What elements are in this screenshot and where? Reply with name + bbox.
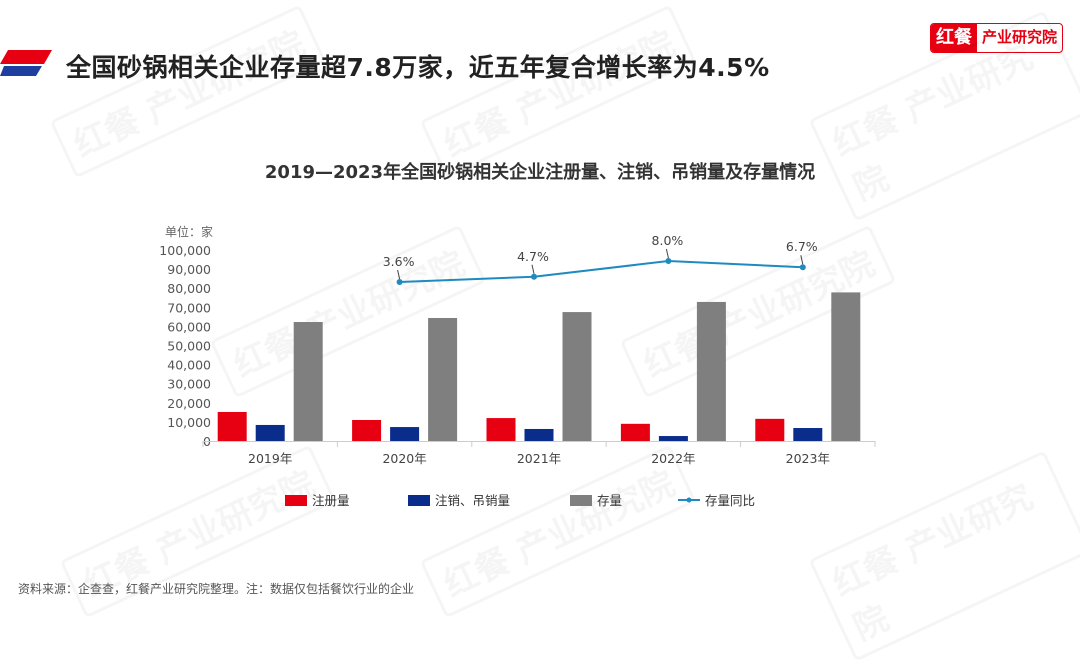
y-tick-label: 30,000 xyxy=(167,377,211,392)
data-label-leader xyxy=(665,248,669,259)
bar-注册量 xyxy=(352,419,382,441)
bar-注销、吊销量 xyxy=(524,428,554,441)
y-tick-label: 10,000 xyxy=(167,415,211,430)
line-point xyxy=(799,264,806,271)
y-tick-label: 40,000 xyxy=(167,358,211,373)
y-tick-label: 70,000 xyxy=(167,300,211,315)
data-label-leader xyxy=(397,269,401,280)
legend-swatch xyxy=(285,495,307,506)
bar-注册量 xyxy=(755,418,785,441)
y-tick-label: 20,000 xyxy=(167,396,211,411)
bar-注销、吊销量 xyxy=(390,427,420,441)
line-data-label: 8.0% xyxy=(652,233,684,248)
bar-存量 xyxy=(293,322,323,441)
bar-存量 xyxy=(831,292,861,441)
bar-注销、吊销量 xyxy=(793,428,823,441)
data-label-leader xyxy=(531,264,535,274)
legend-swatch xyxy=(570,495,592,506)
bar-注册量 xyxy=(620,423,650,441)
bar-注销、吊销量 xyxy=(658,436,688,441)
chart-title: 2019—2023年全国砂锅相关企业注册量、注销、吊销量及存量情况 xyxy=(264,162,816,183)
title-flag-icon xyxy=(0,50,52,76)
legend-label: 存量同比 xyxy=(705,493,755,508)
legend-line-marker xyxy=(686,497,692,503)
bar-注销、吊销量 xyxy=(255,424,285,441)
line-point xyxy=(665,258,672,265)
x-tick-label: 2022年 xyxy=(651,451,695,466)
y-tick-label: 60,000 xyxy=(167,319,211,334)
x-tick-label: 2023年 xyxy=(786,451,830,466)
bar-存量 xyxy=(562,312,592,441)
source-note: 资料来源：企查查，红餐产业研究院整理。注：数据仅包括餐饮行业的企业 xyxy=(18,582,415,596)
x-tick-label: 2020年 xyxy=(382,451,426,466)
y-tick-label: 80,000 xyxy=(167,281,211,296)
bar-存量 xyxy=(428,317,458,441)
legend-label: 注销、吊销量 xyxy=(435,493,510,508)
line-point xyxy=(396,279,403,285)
line-data-label: 4.7% xyxy=(517,249,549,264)
bar-注册量 xyxy=(486,418,516,441)
brand-logo: 红餐 产业研究院 xyxy=(930,23,1064,53)
line-data-label: 6.7% xyxy=(786,239,818,254)
legend-label: 注册量 xyxy=(312,493,350,508)
legend-swatch xyxy=(408,495,430,506)
line-point xyxy=(531,273,537,280)
y-tick-label: 100,000 xyxy=(159,243,211,258)
y-tick-label: 90,000 xyxy=(167,262,211,277)
line-series xyxy=(399,260,803,283)
bar-注册量 xyxy=(217,411,247,441)
line-data-label: 3.6% xyxy=(383,254,415,269)
bar-存量 xyxy=(696,301,726,441)
y-tick-label: 50,000 xyxy=(167,339,211,354)
data-label-leader xyxy=(800,255,804,265)
x-tick-label: 2021年 xyxy=(517,451,561,466)
page-title: 全国砂锅相关企业存量超7.8万家，近五年复合增长率为4.5% xyxy=(66,53,770,82)
chart: 单位：家010,00020,00030,00040,00050,00060,00… xyxy=(159,224,876,508)
unit-label: 单位：家 xyxy=(165,224,213,239)
x-tick-label: 2019年 xyxy=(248,451,292,466)
legend-label: 存量 xyxy=(597,493,622,508)
